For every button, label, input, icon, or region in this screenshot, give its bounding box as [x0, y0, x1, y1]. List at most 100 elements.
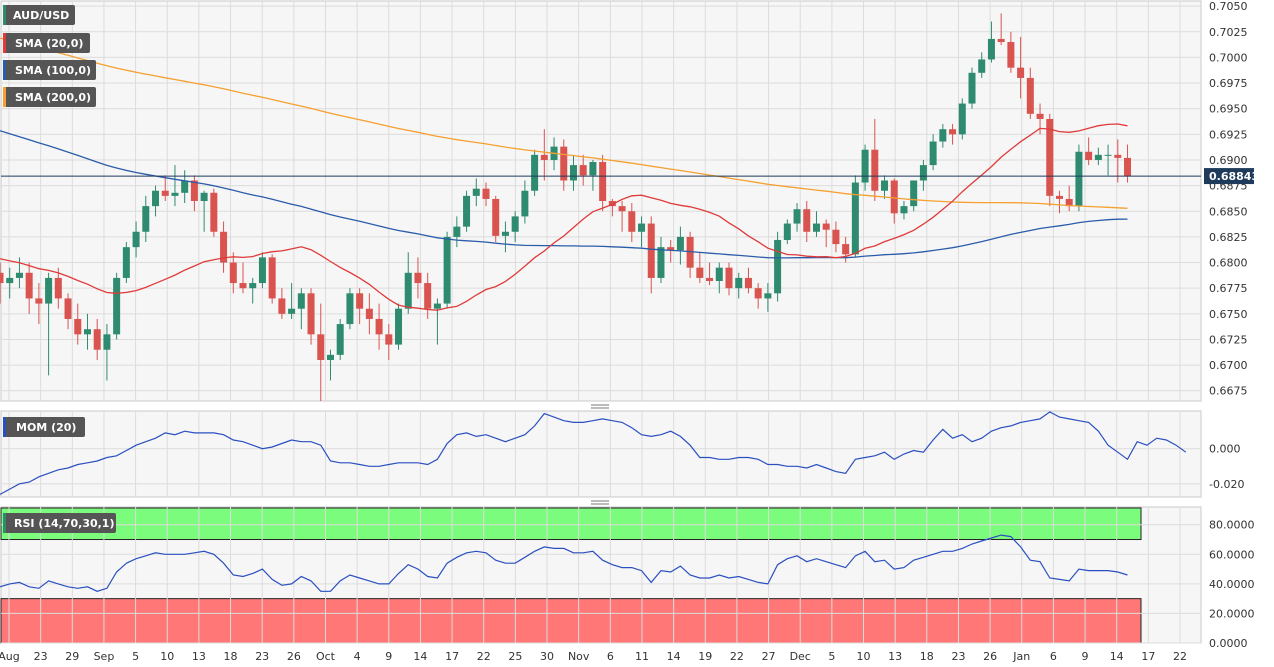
price-y-tick-label: 0.6825: [1209, 231, 1248, 244]
candle-body: [978, 59, 986, 73]
rsi-overbought-zone: [0, 507, 1142, 541]
candle-body: [1046, 118, 1054, 196]
candle-body: [803, 209, 811, 232]
price-y-tick-label: 0.6700: [1209, 359, 1248, 372]
x-tick-label: 22: [477, 650, 491, 663]
legend-symbol[interactable]: AUD/USD: [3, 5, 75, 25]
candle-body: [1094, 154, 1102, 160]
candle-body: [1017, 67, 1025, 78]
x-tick-label: 5: [828, 650, 835, 663]
candle-body: [861, 149, 869, 183]
x-tick-label: 26: [287, 650, 301, 663]
candle-body: [190, 180, 198, 201]
price-y-tick-label: 0.6800: [1209, 257, 1248, 270]
candle-body: [278, 298, 286, 314]
candle-body: [832, 229, 840, 245]
legend-sma200-label: SMA (200,0): [15, 91, 91, 104]
candle-body: [560, 146, 568, 181]
price-y-tick-label: 0.6750: [1209, 308, 1248, 321]
candle-body: [122, 247, 130, 278]
legend-sma100[interactable]: SMA (100,0): [3, 60, 96, 80]
candle-body: [812, 223, 820, 232]
x-tick-label: 4: [354, 650, 361, 663]
candle-body: [249, 283, 257, 289]
x-tick-label: 22: [1173, 650, 1187, 663]
legend-sma20-label: SMA (20,0): [15, 37, 83, 50]
price-y-tick-label: 0.6775: [1209, 282, 1248, 295]
candle-body: [987, 38, 995, 60]
candle-body: [754, 288, 762, 299]
candle-body: [25, 272, 33, 299]
candle-body: [288, 308, 296, 314]
candle-body: [764, 293, 772, 299]
candle-body: [74, 318, 82, 335]
candle-body: [83, 329, 91, 335]
candle-body: [881, 180, 889, 191]
candle-body: [774, 239, 782, 294]
x-tick-label: 5: [132, 650, 139, 663]
candle-body: [229, 262, 237, 284]
candle-body: [618, 206, 626, 212]
candle-body: [628, 211, 636, 232]
candle-body: [239, 283, 247, 289]
x-tick-label: 6: [1050, 650, 1057, 663]
candle-body: [696, 267, 704, 278]
candle-body: [638, 223, 646, 232]
price-y-tick-label: 0.6975: [1209, 77, 1248, 90]
legend-mom[interactable]: MOM (20): [3, 417, 85, 437]
candle-body: [968, 72, 976, 104]
panel-2-frame: [0, 410, 1202, 498]
legend-rsi[interactable]: RSI (14,70,30,1): [3, 513, 116, 533]
x-tick-label: Sep: [94, 650, 115, 663]
panel-resize-handle-2[interactable]: [590, 499, 610, 506]
mom-line: [0, 411, 1187, 495]
candle-body: [375, 318, 383, 335]
candle-body: [6, 277, 14, 284]
x-tick-label: 19: [698, 650, 712, 663]
candle-body: [356, 293, 364, 309]
x-tick-label: 9: [1082, 650, 1089, 663]
panel-resize-handle-1[interactable]: [590, 403, 610, 410]
legend-sma20[interactable]: SMA (20,0): [3, 33, 90, 53]
x-tick-label: 13: [888, 650, 902, 663]
x-tick-label: 23: [951, 650, 965, 663]
candle-body: [93, 329, 101, 350]
candle-body: [725, 267, 733, 289]
candle-body: [599, 162, 607, 201]
candle-body: [142, 206, 150, 232]
candle-body: [1075, 151, 1083, 207]
candle-body: [1114, 154, 1122, 158]
candle-body: [365, 308, 373, 319]
price-y-tick-label: 0.6675: [1209, 385, 1248, 398]
legend-sma100-label: SMA (100,0): [15, 64, 91, 77]
candle-body: [424, 283, 432, 309]
candle-body: [647, 223, 655, 278]
price-y-tick-label: 0.7050: [1209, 0, 1248, 13]
x-tick-label: 22: [730, 650, 744, 663]
candle-body: [958, 103, 966, 135]
candle-body: [822, 223, 830, 230]
candle-body: [171, 192, 179, 196]
x-tick-label: 18: [920, 650, 934, 663]
candle-body: [385, 334, 393, 345]
candle-body: [871, 149, 879, 191]
candle-body: [443, 236, 451, 304]
x-tick-label: 30: [540, 650, 554, 663]
price-candles: [0, 13, 1132, 401]
x-tick-label: 14: [667, 650, 681, 663]
candle-body: [297, 293, 305, 309]
candle-body: [482, 188, 490, 199]
rsi-y-tick-label: 0.0000: [1209, 637, 1248, 650]
candle-body: [667, 247, 675, 251]
candle-body: [103, 334, 111, 350]
candle-body: [706, 277, 714, 281]
x-tick-label: 14: [1110, 650, 1124, 663]
candle-body: [715, 267, 723, 281]
legend-rsi-label: RSI (14,70,30,1): [14, 517, 114, 530]
x-tick-label: 27: [762, 650, 776, 663]
candle-body: [433, 303, 441, 309]
x-tick-label: 13: [192, 650, 206, 663]
x-tick-label: 23: [255, 650, 269, 663]
legend-sma200[interactable]: SMA (200,0): [3, 87, 96, 107]
candle-body: [64, 298, 72, 319]
